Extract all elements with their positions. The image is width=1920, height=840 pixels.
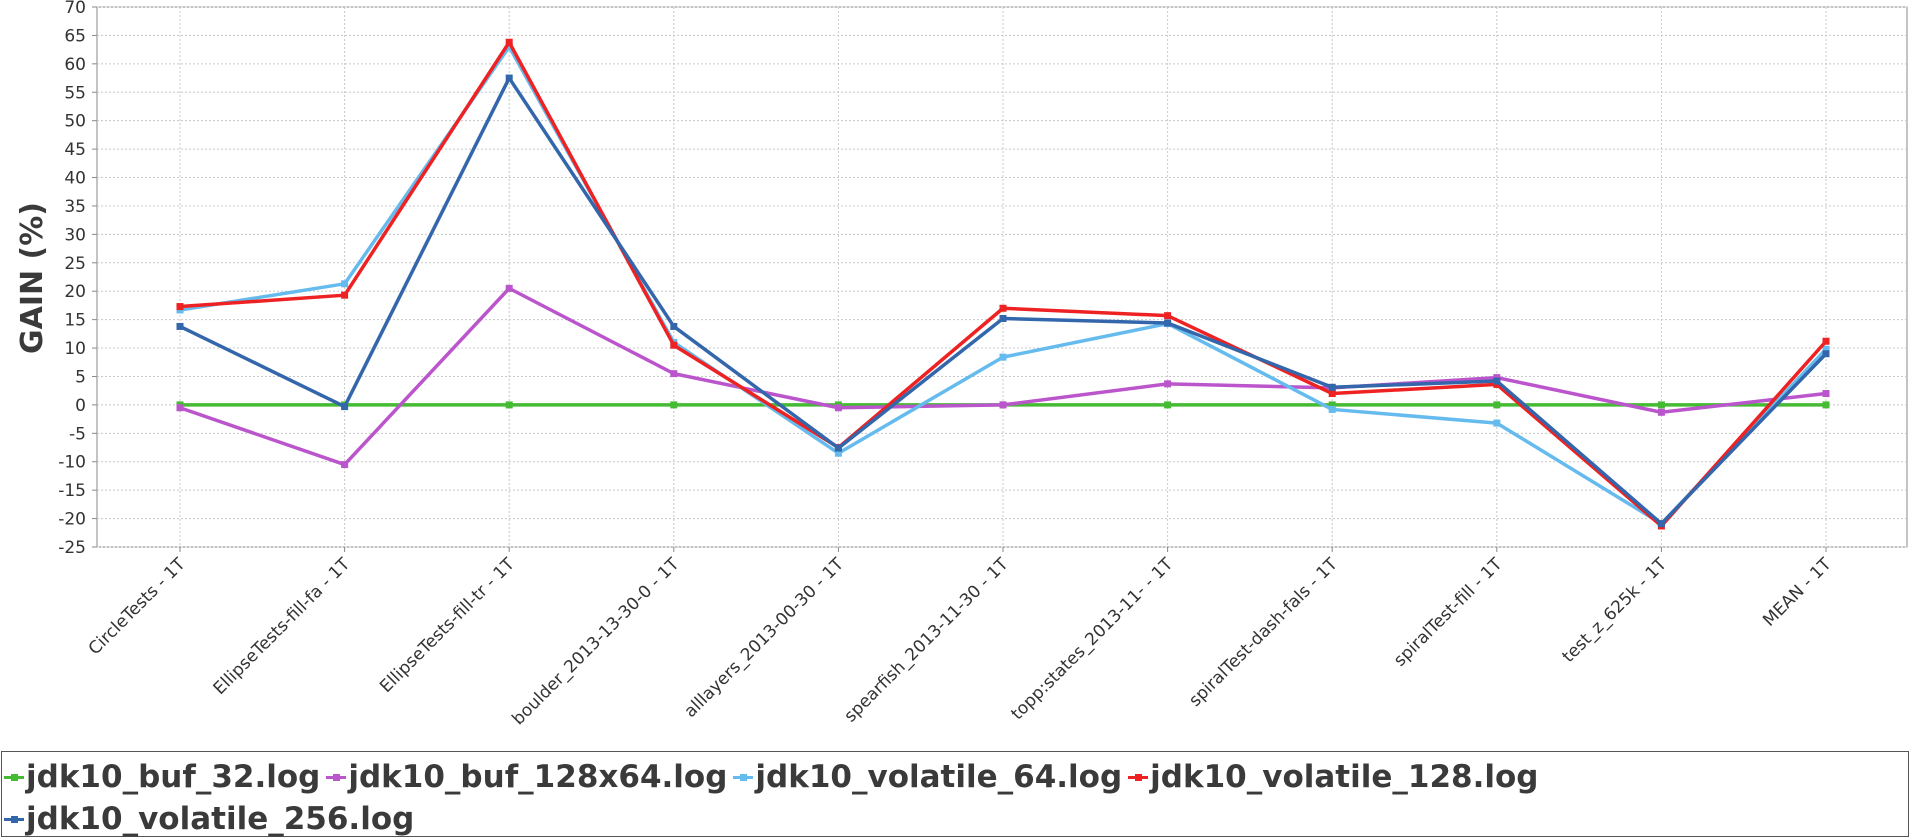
x-category-label: MEAN - 1T	[1759, 554, 1836, 631]
data-point-marker	[1822, 350, 1830, 358]
x-category-label: spiralTest-dash-fals - 1T	[1185, 554, 1342, 711]
data-point-marker	[1328, 405, 1336, 413]
y-tick-label: 70	[64, 0, 86, 18]
plot-area-background	[96, 6, 1908, 548]
y-tick-label: 10	[64, 339, 86, 359]
data-point-marker	[834, 404, 842, 412]
series-group	[176, 74, 1830, 528]
legend-swatch-icon	[1128, 770, 1149, 784]
line-chart: 7065605550454035302520151050-5-10-15-20-…	[15, 0, 1908, 729]
y-tick-label: -15	[58, 481, 86, 501]
y-tick-label: 25	[64, 254, 86, 274]
data-point-marker	[999, 401, 1007, 409]
y-tick-label: 20	[64, 282, 86, 302]
legend-label: jdk10_volatile_128.log	[1150, 759, 1539, 795]
y-tick-label: 55	[64, 83, 86, 103]
x-category-label: spearfish_2013-11-30 - 1T	[840, 554, 1012, 726]
data-point-marker	[1657, 401, 1665, 409]
x-category-label: alllayers_2013-00-30 - 1T	[680, 554, 848, 722]
legend-swatch-icon	[4, 812, 24, 826]
legend-item: jdk10_buf_128x64.log	[326, 756, 727, 798]
data-point-marker	[1164, 319, 1172, 327]
data-point-marker	[1328, 401, 1336, 409]
legend-item: jdk10_buf_32.log	[4, 756, 320, 798]
legend: jdk10_buf_32.log jdk10_buf_128x64.log jdk1…	[1, 751, 1909, 837]
y-tick-label: 15	[64, 311, 86, 331]
data-point-marker	[341, 291, 349, 299]
data-point-marker	[999, 314, 1007, 322]
data-point-marker	[1657, 520, 1665, 528]
y-axis-title: GAIN (%)	[15, 202, 50, 354]
legend-label: jdk10_buf_32.log	[26, 759, 321, 795]
data-point-marker	[834, 444, 842, 452]
legend-item: jdk10_volatile_256.log	[4, 798, 414, 840]
data-point-marker	[1164, 380, 1172, 388]
legend-item: jdk10_volatile_64.log	[733, 756, 1122, 798]
data-point-marker	[1164, 312, 1172, 320]
data-point-marker	[505, 38, 513, 46]
data-point-marker	[1328, 383, 1336, 391]
data-point-marker	[1328, 390, 1336, 398]
legend-swatch-icon	[733, 770, 754, 784]
data-point-marker	[341, 280, 349, 288]
data-point-marker	[1493, 419, 1501, 427]
data-point-marker	[670, 322, 678, 330]
data-point-marker	[505, 284, 513, 292]
data-point-marker	[1164, 401, 1172, 409]
x-category-label: EllipseTests-fill-fa - 1T	[210, 554, 355, 699]
grid-lines	[97, 6, 1907, 548]
data-point-marker	[341, 461, 349, 469]
data-point-marker	[1822, 401, 1830, 409]
y-tick-label: 45	[64, 140, 86, 160]
y-tick-label: -20	[58, 510, 86, 530]
y-tick-label: 40	[64, 169, 86, 189]
data-point-marker	[1822, 337, 1830, 345]
x-axis-category-labels: CircleTests - 1T EllipseTests-fill-fa - 1…	[85, 547, 1836, 729]
data-point-marker	[670, 341, 678, 349]
series-lines	[176, 38, 1830, 530]
x-category-label: spiralTest-fill - 1T	[1390, 554, 1507, 671]
data-point-marker	[999, 304, 1007, 312]
y-axis-ticks: 7065605550454035302520151050-5-10-15-20-…	[58, 0, 97, 558]
y-tick-label: 5	[75, 367, 86, 387]
y-tick-label: 65	[64, 26, 86, 46]
x-category-label: EllipseTests-fill-tr - 1T	[376, 554, 519, 697]
data-point-marker	[505, 401, 513, 409]
x-category-label: test_z_625k - 1T	[1558, 554, 1671, 667]
y-tick-label: 35	[64, 197, 86, 217]
data-point-marker	[505, 74, 513, 82]
y-tick-label: 30	[64, 225, 86, 245]
data-point-marker	[834, 449, 842, 457]
x-category-label: topp:states_2013-11- - 1T	[1007, 554, 1177, 724]
data-point-marker	[176, 322, 184, 330]
x-category-label: boulder_2013-13-30-0 - 1T	[508, 554, 683, 729]
x-category-label: CircleTests - 1T	[85, 554, 190, 659]
y-tick-label: -25	[58, 538, 86, 558]
data-point-marker	[1822, 390, 1830, 398]
y-tick-label: 50	[64, 112, 86, 132]
data-point-marker	[505, 43, 513, 51]
y-tick-label: 0	[75, 396, 86, 416]
legend-item: jdk10_volatile_128.log	[1128, 756, 1539, 798]
legend-swatch-icon	[326, 770, 347, 784]
y-tick-label: -10	[58, 453, 86, 473]
data-point-marker	[341, 403, 349, 411]
data-point-marker	[1822, 345, 1830, 353]
legend-label: jdk10_buf_128x64.log	[348, 759, 728, 795]
data-point-marker	[176, 303, 184, 311]
data-point-marker	[176, 404, 184, 412]
y-tick-label: -5	[69, 424, 86, 444]
data-point-marker	[1493, 377, 1501, 385]
legend-swatch-icon	[4, 770, 24, 784]
legend-label: jdk10_volatile_256.log	[26, 801, 415, 837]
legend-label: jdk10_volatile_64.log	[755, 759, 1123, 795]
data-point-marker	[670, 370, 678, 378]
data-point-marker	[670, 401, 678, 409]
data-point-marker	[1493, 401, 1501, 409]
data-point-marker	[1657, 408, 1665, 416]
y-tick-label: 60	[64, 55, 86, 75]
data-point-marker	[999, 353, 1007, 361]
